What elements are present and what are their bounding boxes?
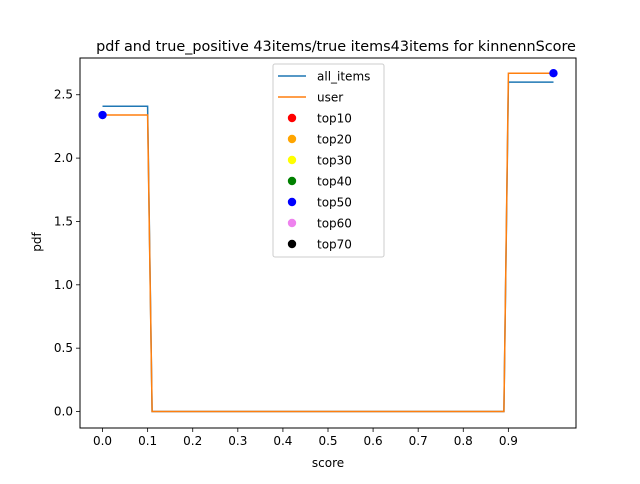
x-tick-label: 0.4 bbox=[273, 434, 292, 448]
legend-marker-top50 bbox=[287, 197, 297, 207]
x-axis-label: score bbox=[312, 456, 344, 470]
x-tick-label: 0.6 bbox=[364, 434, 383, 448]
legend-marker-top60 bbox=[287, 218, 297, 228]
legend-marker-top10 bbox=[287, 113, 297, 123]
legend-label-user: user bbox=[317, 91, 343, 105]
legend-label-all_items: all_items bbox=[317, 70, 370, 84]
x-tick-label: 0.7 bbox=[409, 434, 428, 448]
y-tick-label: 0.5 bbox=[54, 341, 73, 355]
y-axis-label: pdf bbox=[30, 232, 44, 252]
legend-marker-top70 bbox=[287, 239, 297, 249]
scatter-point-top50 bbox=[549, 69, 558, 78]
chart-title: pdf and true_positive 43items/true items… bbox=[96, 39, 576, 55]
y-tick-label: 2.0 bbox=[54, 151, 73, 165]
series-line-user bbox=[102, 72, 554, 413]
x-tick-label: 0.1 bbox=[138, 434, 157, 448]
legend-marker-top40 bbox=[287, 176, 297, 186]
x-tick-label: 0.0 bbox=[93, 434, 112, 448]
y-tick-label: 1.5 bbox=[54, 214, 73, 228]
legend-label-top20: top20 bbox=[317, 133, 352, 147]
legend-label-top40: top40 bbox=[317, 175, 352, 189]
x-tick-label: 0.3 bbox=[228, 434, 247, 448]
legend-marker-top20 bbox=[287, 134, 297, 144]
y-tick-label: 2.5 bbox=[54, 88, 73, 102]
legend-marker-top30 bbox=[287, 155, 297, 165]
x-tick-label: 0.5 bbox=[318, 434, 337, 448]
plot-area bbox=[98, 69, 558, 413]
x-tick-label: 0.9 bbox=[499, 434, 518, 448]
y-tick-label: 1.0 bbox=[54, 278, 73, 292]
legend-label-top60: top60 bbox=[317, 217, 352, 231]
legend-label-top50: top50 bbox=[317, 196, 352, 210]
scatter-point-top50 bbox=[98, 110, 107, 120]
y-tick-label: 0.0 bbox=[54, 405, 73, 419]
legend-label-top70: top70 bbox=[317, 238, 352, 252]
x-tick-label: 0.8 bbox=[454, 434, 473, 448]
legend-box bbox=[272, 63, 385, 258]
legend-label-top10: top10 bbox=[317, 112, 352, 126]
legend-label-top30: top30 bbox=[317, 154, 352, 168]
axis-ticks: 0.0 0.1 0.2 0.3 0.4 0.5 0.6 0.7 0.8 0.9 0.0 0.5 1.0 1… bbox=[54, 88, 518, 448]
x-tick-label: 0.2 bbox=[183, 434, 202, 448]
